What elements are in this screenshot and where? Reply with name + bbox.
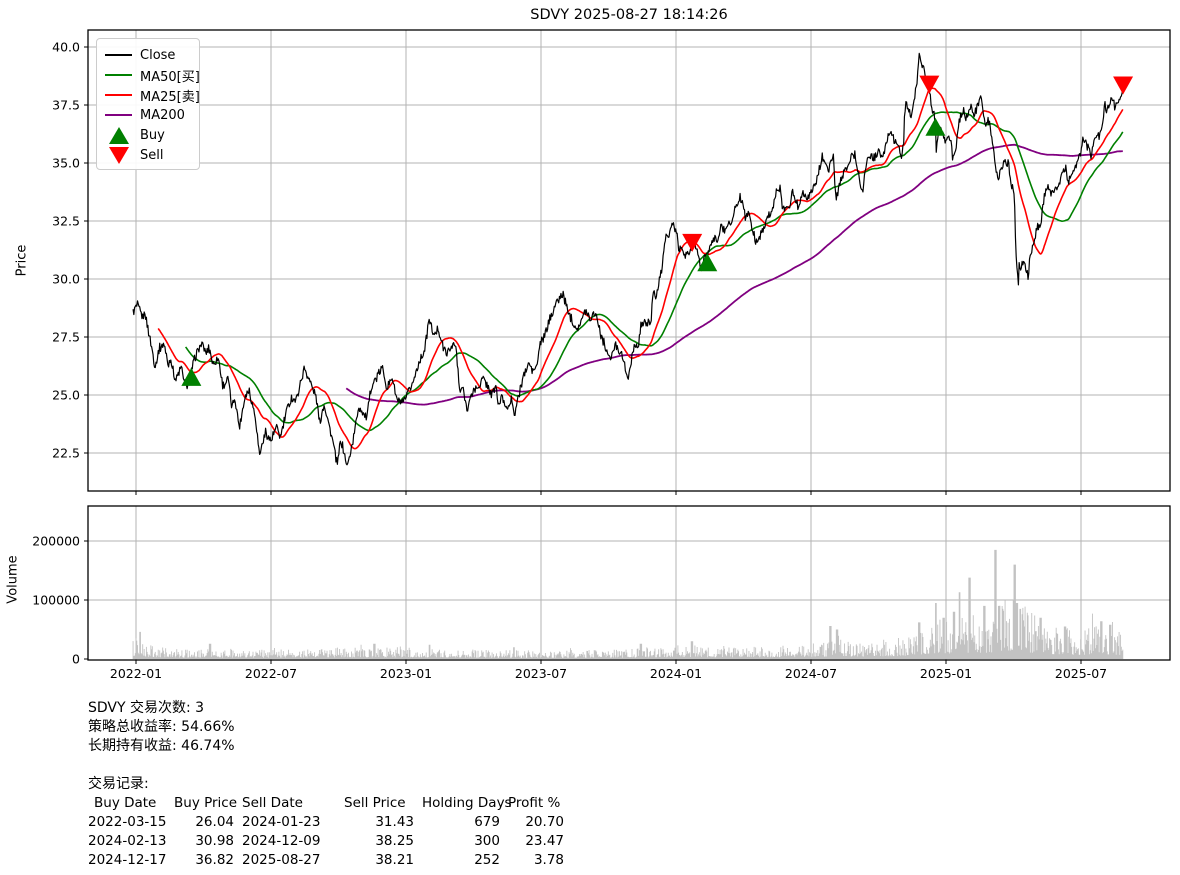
buy-triangle-icon — [105, 126, 132, 144]
x-tick-label: 2025-01 — [920, 666, 972, 681]
trades-table-header: Buy Date Buy Price Sell Date Sell Price … — [88, 794, 564, 813]
volume-bars — [132, 549, 1124, 659]
sell-date: 2025-08-27 — [242, 852, 321, 868]
price-tick-label: 22.5 — [52, 446, 80, 461]
buy-price: 36.82 — [195, 852, 234, 868]
x-tick-label: 2022-01 — [110, 666, 162, 681]
close-line — [132, 52, 1124, 466]
legend-label: MA50[买] — [140, 69, 200, 85]
x-tick-label: 2023-07 — [515, 666, 567, 681]
price-tick-label: 32.5 — [52, 214, 80, 229]
legend-item-sell: Sell — [105, 145, 191, 165]
sell-date: 2024-12-09 — [242, 833, 321, 849]
volume-panel-border — [87, 505, 1171, 661]
col-profit-pct: Profit % — [508, 795, 561, 811]
legend-item-ma25: MA25[卖] — [105, 85, 200, 105]
col-sell-price: Sell Price — [344, 795, 406, 811]
legend-item-buy: Buy — [105, 125, 191, 145]
ma25-line — [157, 87, 1124, 450]
legend: Close MA50[买] MA25[卖] MA200 Buy Sell — [96, 38, 200, 170]
profit-pct: 23.47 — [525, 833, 564, 849]
price-tick-label: 35.0 — [52, 156, 80, 171]
sell-date: 2024-01-23 — [242, 814, 321, 830]
trade-count-line: SDVY 交易次数: 3 — [88, 700, 205, 716]
legend-item-ma50: MA50[买] — [105, 65, 200, 85]
col-sell-date: Sell Date — [242, 795, 303, 811]
x-tick-label: 2022-07 — [245, 666, 297, 681]
x-tick-label: 2024-01 — [650, 666, 702, 681]
volume-tick-label: 200000 — [32, 534, 80, 549]
buy-hold-return-line: 长期持有收益: 46.74% — [88, 738, 235, 754]
chart-title: SDVY 2025-08-27 18:14:26 — [530, 7, 728, 23]
trade-records-title: 交易记录: — [88, 776, 149, 792]
ma200-line — [345, 143, 1123, 406]
buy-price: 26.04 — [195, 814, 234, 830]
buy-marker — [697, 253, 718, 272]
price-tick-label: 25.0 — [52, 388, 80, 403]
sell-price: 38.21 — [375, 852, 414, 868]
price-tick-label: 30.0 — [52, 272, 80, 287]
legend-label: Buy — [140, 127, 165, 143]
holding-days: 300 — [474, 833, 500, 849]
sell-marker — [919, 75, 940, 94]
col-holding-days: Holding Days — [422, 795, 512, 811]
holding-days: 679 — [474, 814, 500, 830]
buy-date: 2024-12-17 — [88, 852, 167, 868]
ma50-line-swatch — [105, 74, 132, 76]
buy-date: 2022-03-15 — [88, 814, 167, 830]
summary-block: SDVY 交易次数: 3 策略总收益率: 54.66% 长期持有收益: 46.7… — [88, 699, 564, 870]
col-buy-date: Buy Date — [94, 795, 157, 811]
ma50-line — [184, 111, 1124, 432]
legend-label: Sell — [140, 147, 164, 163]
trade-row: 2024-02-13 30.98 2024-12-09 38.25 300 23… — [88, 832, 564, 851]
profit-pct: 20.70 — [525, 814, 564, 830]
volume-tick-label: 0 — [72, 652, 80, 667]
volume-tick-label: 100000 — [32, 593, 80, 608]
buy-marker — [181, 367, 202, 386]
buy-date: 2024-02-13 — [88, 833, 167, 849]
legend-label: MA25[卖] — [140, 89, 200, 105]
legend-label: Close — [140, 47, 176, 63]
trade-row: 2022-03-15 26.04 2024-01-23 31.43 679 20… — [88, 813, 564, 832]
strategy-return-line: 策略总收益率: 54.66% — [88, 719, 235, 735]
holding-days: 252 — [474, 852, 500, 868]
price-tick-label: 37.5 — [52, 98, 80, 113]
x-tick-label: 2023-01 — [380, 666, 432, 681]
x-tick-label: 2024-07 — [785, 666, 837, 681]
sell-marker — [1113, 76, 1134, 95]
trade-row: 2024-12-17 36.82 2025-08-27 38.21 252 3.… — [88, 851, 564, 870]
sell-price: 38.25 — [375, 833, 414, 849]
profit-pct: 3.78 — [533, 852, 564, 868]
legend-item-ma200: MA200 — [105, 105, 191, 125]
price-tick-label: 27.5 — [52, 330, 80, 345]
x-tick-label: 2025-07 — [1055, 666, 1107, 681]
close-line-swatch — [105, 54, 132, 56]
sell-triangle-icon — [105, 146, 132, 164]
legend-item-close: Close — [105, 45, 191, 65]
col-buy-price: Buy Price — [174, 795, 238, 811]
sell-marker — [682, 233, 703, 252]
price-tick-label: 40.0 — [52, 40, 80, 55]
buy-marker — [925, 117, 946, 136]
sell-price: 31.43 — [375, 814, 414, 830]
buy-price: 30.98 — [195, 833, 234, 849]
ma200-line-swatch — [105, 114, 132, 116]
price-panel-border — [87, 29, 1171, 492]
legend-label: MA200 — [140, 107, 185, 123]
ma25-line-swatch — [105, 94, 132, 96]
